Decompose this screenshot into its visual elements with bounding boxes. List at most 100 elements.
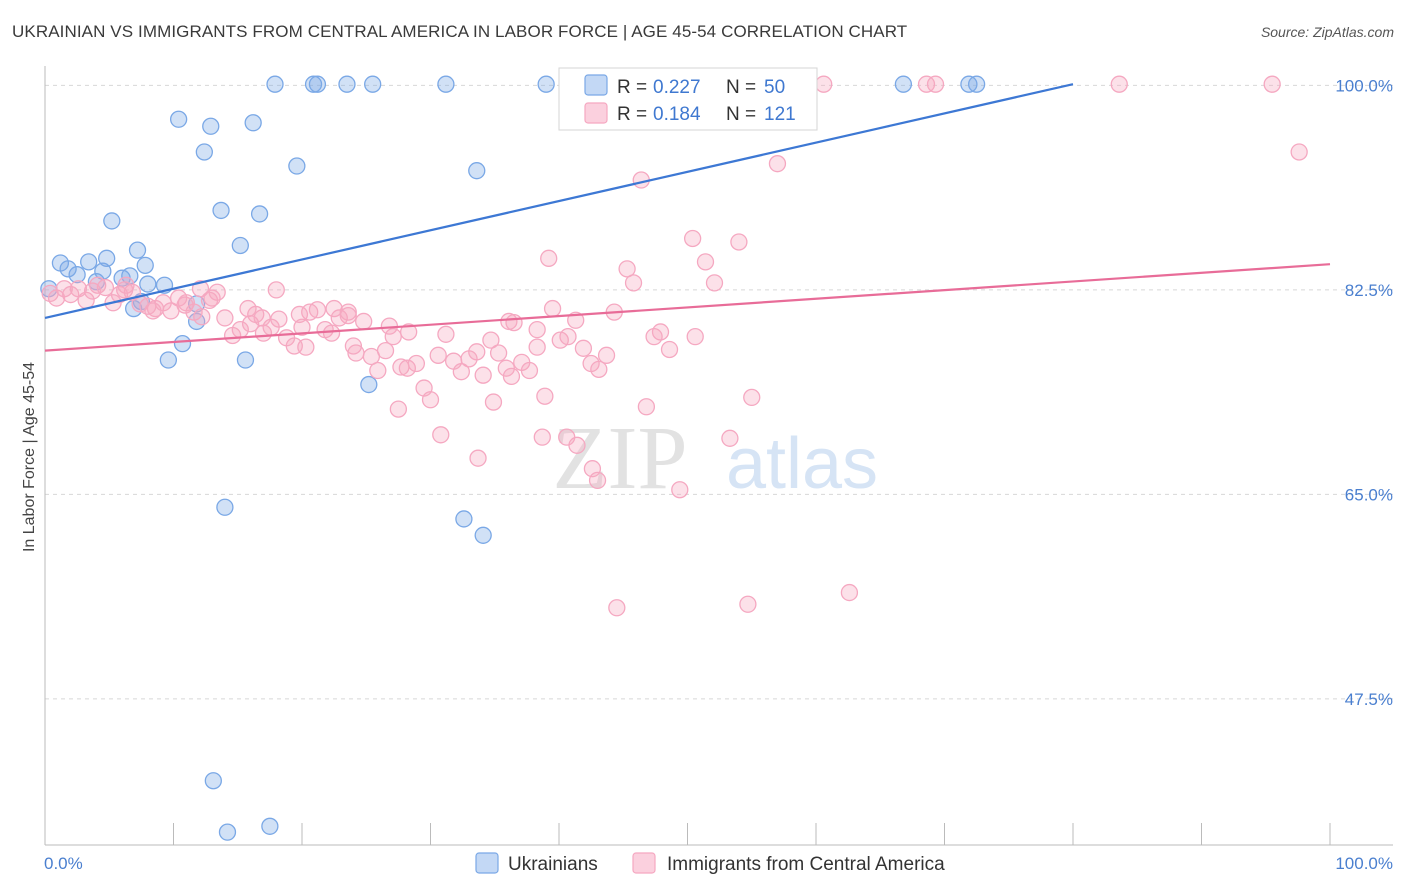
data-point: [216, 309, 234, 327]
data-point: [1110, 75, 1128, 93]
legend-n-label-0: N =: [726, 77, 756, 98]
data-point: [304, 75, 323, 93]
data-point: [159, 351, 178, 369]
data-point: [59, 260, 77, 278]
legend-n-value-0: 50: [764, 77, 785, 98]
watermark-zip: ZIP: [553, 409, 688, 508]
data-point: [176, 296, 194, 314]
data-point: [369, 361, 387, 380]
data-point: [169, 110, 188, 128]
data-point: [815, 75, 833, 93]
legend-r-value-0: 0.227: [653, 77, 701, 98]
bottom-legend-swatch-central-america: [632, 852, 656, 874]
data-point: [926, 75, 945, 93]
data-point: [502, 367, 521, 386]
data-point: [537, 75, 555, 93]
data-point: [364, 75, 382, 93]
data-point: [1263, 75, 1281, 93]
axes: [44, 66, 1393, 846]
data-point: [407, 354, 426, 373]
data-point: [398, 359, 417, 377]
data-point: [484, 393, 503, 411]
data-point: [660, 340, 679, 359]
data-point: [739, 595, 757, 613]
data-point: [651, 323, 670, 341]
data-point: [528, 320, 546, 339]
data-point: [338, 75, 356, 93]
data-point: [721, 429, 739, 447]
data-point: [339, 306, 357, 325]
data-point: [98, 249, 116, 267]
data-point: [288, 157, 306, 175]
stats-legend: R = 0.227 N = 50 R = 0.184 N = 121: [558, 67, 818, 131]
data-point: [270, 310, 288, 328]
y-tick-label: 65.0%: [1345, 485, 1393, 504]
data-point: [1290, 143, 1308, 161]
data-point: [559, 327, 577, 346]
legend-swatch-central-america: [584, 102, 608, 124]
legend-r-label-0: R =: [617, 77, 647, 98]
bottom-legend-label-ukrainians: Ukrainians: [508, 854, 598, 875]
data-point: [543, 299, 562, 318]
data-point: [344, 337, 363, 355]
data-point: [212, 201, 230, 220]
data-point: [528, 338, 546, 356]
data-point: [469, 449, 487, 467]
data-point: [497, 359, 515, 377]
series-layer: [40, 75, 1308, 841]
watermark-atlas: atlas: [726, 424, 878, 504]
source-label: Source: ZipAtlas.com: [1260, 24, 1394, 40]
data-point: [250, 205, 269, 223]
data-point: [597, 346, 616, 364]
gridlines: [45, 84, 1393, 700]
data-point: [590, 360, 608, 379]
data-point: [637, 398, 656, 416]
data-point: [568, 436, 586, 454]
data-point: [474, 526, 492, 544]
data-point: [80, 253, 98, 271]
watermark: ZIP atlas: [553, 409, 879, 508]
data-point: [241, 315, 260, 333]
data-point: [128, 241, 147, 259]
data-point: [203, 289, 221, 307]
series-legend: Ukrainians Immigrants from Central Ameri…: [475, 852, 945, 875]
data-point: [267, 281, 285, 299]
data-point: [686, 327, 704, 346]
y-tick-label: 82.5%: [1345, 281, 1393, 300]
data-point: [103, 212, 121, 230]
data-point: [290, 305, 309, 324]
data-point: [389, 400, 408, 418]
data-point: [455, 510, 473, 528]
data-point: [355, 312, 373, 331]
x-tick-label-right: 100.0%: [1335, 854, 1393, 873]
data-point: [624, 274, 643, 292]
data-point: [139, 275, 157, 293]
data-point: [705, 274, 724, 292]
y-axis-label: In Labor Force | Age 45-54: [21, 362, 38, 552]
data-point: [894, 75, 913, 93]
data-point: [308, 301, 327, 319]
trend-line-1: [44, 263, 1331, 352]
data-point: [191, 280, 210, 298]
data-point: [608, 599, 626, 617]
data-point: [482, 331, 500, 349]
data-point: [474, 366, 492, 384]
data-point: [432, 426, 450, 444]
chart-title: UKRAINIAN VS IMMIGRANTS FROM CENTRAL AME…: [12, 22, 908, 41]
data-point: [96, 278, 115, 297]
legend-r-label-1: R =: [617, 104, 647, 125]
data-point: [696, 253, 715, 271]
data-point: [293, 318, 311, 336]
trend-line-0: [44, 83, 1074, 320]
data-point: [202, 117, 220, 135]
data-point: [308, 75, 327, 93]
data-point: [840, 583, 859, 602]
data-point: [437, 75, 455, 93]
data-point: [322, 324, 341, 342]
data-point: [110, 285, 129, 304]
data-point: [173, 334, 192, 353]
data-point: [261, 817, 279, 835]
data-point: [218, 823, 237, 841]
data-point: [55, 280, 73, 298]
y-tick-label: 47.5%: [1345, 690, 1393, 709]
